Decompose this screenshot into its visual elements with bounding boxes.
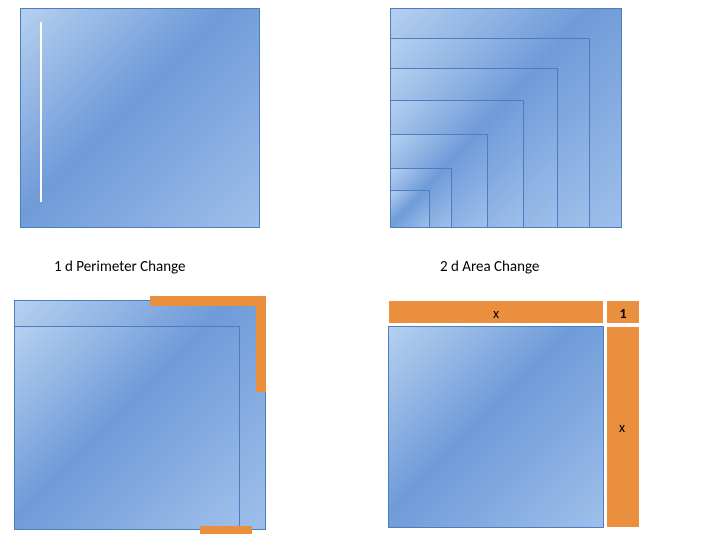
br-blue [388, 326, 604, 528]
br-top-strip: x [388, 300, 604, 324]
tl-white-line [40, 22, 42, 202]
tr-nest-6 [390, 190, 430, 228]
panel-top-right [390, 8, 622, 228]
panel-top-left [20, 8, 260, 228]
br-right-strip-label: x [619, 419, 625, 436]
panel-bottom-left [14, 296, 274, 536]
bl-orange-bottom [200, 526, 252, 534]
bl-orange-right [256, 296, 266, 392]
panel-bottom-right: x 1 x [388, 300, 640, 528]
bl-inner [14, 326, 240, 530]
label-perimeter: 1 d Perimeter Change [54, 258, 186, 276]
br-top-strip-label: x [493, 305, 499, 322]
bl-orange-top [150, 296, 266, 306]
br-right-strip: x [606, 326, 640, 528]
br-unit-label: 1 [619, 305, 626, 322]
tl-square [20, 8, 260, 228]
label-area: 2 d Area Change [440, 258, 539, 276]
br-unit-square: 1 [606, 300, 640, 324]
